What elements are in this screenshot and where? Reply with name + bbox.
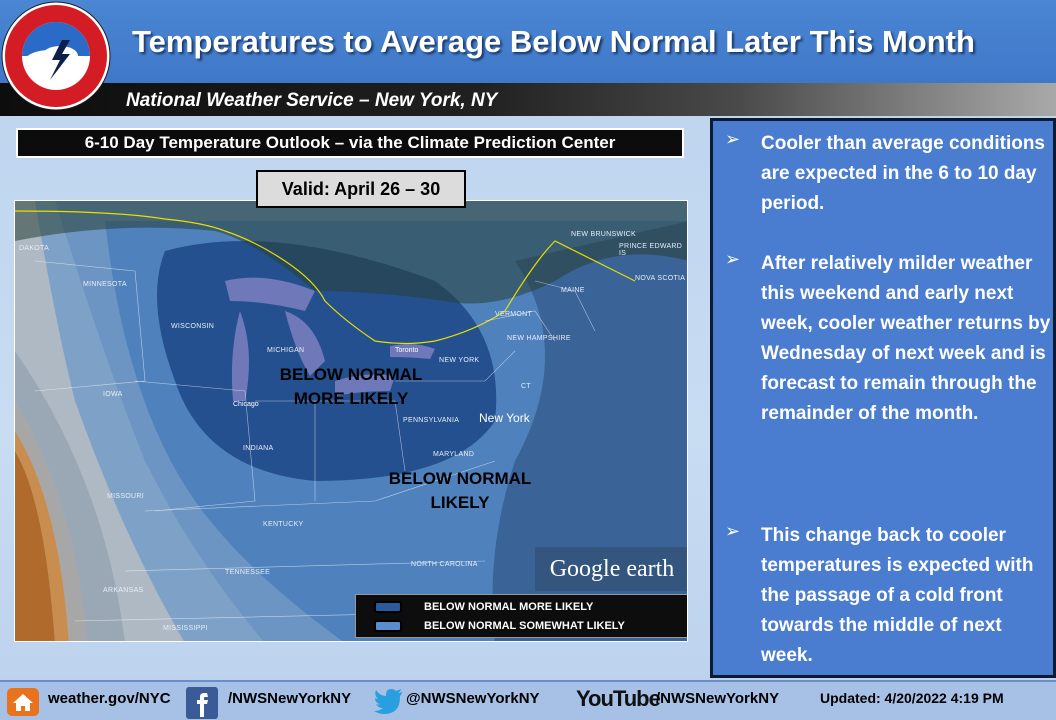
legend-label: BELOW NORMAL SOMEWHAT LIKELY	[424, 620, 625, 632]
bullet-text: This change back to cooler temperatures …	[761, 525, 1034, 666]
arrow-bullet-icon: ➢	[725, 249, 741, 269]
state-label: DAKOTA	[19, 245, 50, 252]
facebook-link[interactable]: /NWSNewYorkNY	[228, 690, 352, 707]
page-subtitle: National Weather Service – New York, NY	[126, 90, 498, 111]
legend-swatch	[374, 620, 402, 632]
arrow-bullet-icon: ➢	[725, 521, 741, 541]
website-link[interactable]: weather.gov/NYC	[48, 690, 171, 707]
header-banner	[0, 0, 1056, 83]
state-label: CT	[521, 383, 531, 390]
facebook-icon[interactable]	[186, 687, 218, 719]
state-label: PENNSYLVANIA	[403, 417, 460, 424]
region-label-line: LIKELY	[430, 493, 490, 512]
region-label-line: MORE LIKELY	[293, 389, 409, 408]
legend-label: BELOW NORMAL MORE LIKELY	[424, 601, 594, 613]
state-label: MINNESOTA	[83, 281, 127, 288]
discussion-panel: ➢ Cooler than average conditions are exp…	[710, 118, 1056, 678]
state-label: MAINE	[561, 287, 585, 294]
state-label: PRINCE EDWARD IS	[619, 243, 683, 257]
twitter-link[interactable]: @NWSNewYorkNY	[406, 690, 540, 707]
bullet-text: After relatively milder weather this wee…	[761, 253, 1051, 424]
map-graphic	[15, 201, 687, 641]
city-label-new-york: New York	[479, 411, 530, 425]
region-label-line: BELOW NORMAL	[279, 365, 423, 384]
state-label: MISSOURI	[107, 493, 145, 500]
subtitle-bar	[0, 83, 1056, 116]
youtube-link[interactable]: /NWSNewYorkNY	[656, 690, 780, 707]
bullet-text: Cooler than average conditions are expec…	[761, 133, 1045, 214]
state-label: NEW YORK	[439, 357, 480, 364]
state-label: NORTH CAROLINA	[411, 561, 478, 568]
home-icon[interactable]	[6, 687, 40, 717]
state-label: MISSISSIPPI	[163, 625, 208, 632]
youtube-icon[interactable]: YouTube	[576, 686, 661, 712]
city-label-toronto: Toronto	[395, 347, 419, 354]
city-label-chicago: Chicago	[233, 401, 259, 408]
state-label: KENTUCKY	[263, 521, 304, 528]
state-label: NEW BRUNSWICK	[571, 231, 636, 238]
state-label: ARKANSAS	[103, 587, 144, 594]
region-label-more-likely: BELOW NORMAL MORE LIKELY	[251, 363, 451, 411]
nws-logo	[1, 1, 111, 111]
legend-swatch	[374, 601, 402, 613]
state-label: MICHIGAN	[267, 347, 305, 354]
state-label: WISCONSIN	[171, 323, 215, 330]
outlook-title: 6-10 Day Temperature Outlook – via the C…	[16, 128, 684, 158]
youtube-logo-text: YouTube	[576, 686, 661, 711]
updated-timestamp: Updated: 4/20/2022 4:19 PM	[820, 690, 1004, 706]
map-legend: BELOW NORMAL MORE LIKELY BELOW NORMAL SO…	[355, 594, 687, 638]
state-label: INDIANA	[243, 445, 274, 452]
region-label-line: BELOW NORMAL	[388, 469, 532, 488]
google-earth-watermark: Google earth	[535, 547, 687, 591]
state-label: NEW HAMPSHIRE	[507, 335, 571, 342]
twitter-icon[interactable]	[374, 687, 404, 715]
page-title: Temperatures to Average Below Normal Lat…	[132, 24, 975, 59]
state-label: TENNESSEE	[225, 569, 271, 576]
state-label: IOWA	[103, 391, 123, 398]
region-label-likely: BELOW NORMAL LIKELY	[360, 467, 560, 515]
state-label: MARYLAND	[433, 451, 475, 458]
arrow-bullet-icon: ➢	[725, 129, 741, 149]
valid-dates-label: Valid: April 26 – 30	[256, 170, 466, 208]
footer-bar: weather.gov/NYC /NWSNewYorkNY @NWSNewYor…	[0, 680, 1056, 720]
state-label: VERMONT	[495, 311, 533, 318]
outlook-map: DAKOTA MINNESOTA WISCONSIN MICHIGAN IOWA…	[14, 200, 688, 642]
state-label: NOVA SCOTIA	[635, 275, 686, 282]
